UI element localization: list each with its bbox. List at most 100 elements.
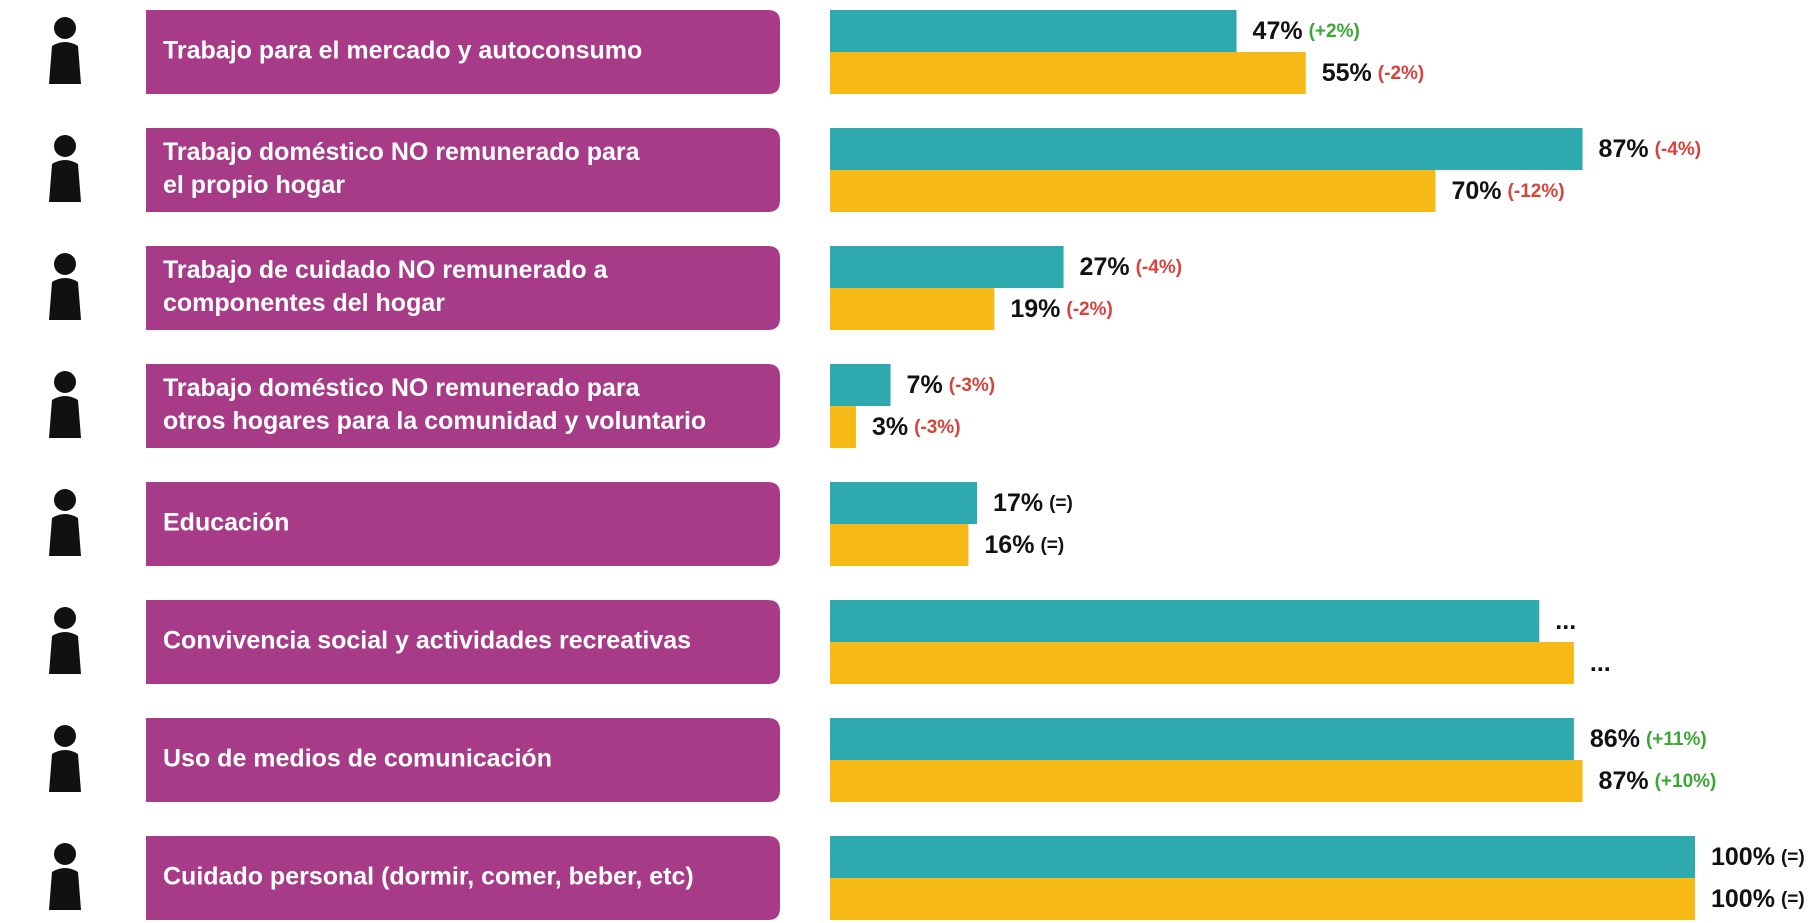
category-box: [146, 10, 780, 94]
value-text: 16%: [984, 531, 1034, 559]
change-label: (=): [1049, 493, 1073, 514]
category-label: Trabajo doméstico NO remunerado para: [163, 138, 641, 166]
icon: [49, 725, 81, 792]
category-label: componentes del hogar: [163, 289, 445, 317]
value-text: 87%: [1599, 135, 1649, 163]
change-label: (+11%): [1646, 729, 1707, 750]
bar: [830, 482, 978, 524]
icon-head: [54, 17, 76, 39]
icon-head: [54, 607, 76, 629]
bar: [830, 288, 995, 330]
value-label: 7% (-3%): [907, 371, 996, 399]
icon-head: [54, 253, 76, 275]
value-text: 47%: [1253, 17, 1303, 45]
category-box: [146, 718, 780, 802]
bar: [830, 10, 1237, 52]
change-label: (-4%): [1136, 257, 1182, 278]
value-label: 17% (=): [993, 489, 1073, 517]
value-text: 3%: [872, 413, 908, 441]
icon: [49, 843, 81, 910]
value-text: 7%: [907, 371, 943, 399]
icon-body: [49, 868, 81, 910]
category-label: Trabajo para el mercado y autoconsumo: [163, 37, 642, 65]
icon-body: [49, 396, 81, 438]
category-box: [146, 600, 780, 684]
category-label: Cuidado personal (dormir, comer, beber, …: [163, 863, 694, 891]
category-box: [146, 482, 780, 566]
category-box: [146, 128, 780, 212]
change-label: (=): [1040, 535, 1064, 556]
bar: [830, 246, 1064, 288]
icon: [49, 607, 81, 674]
value-label: 100% (=): [1711, 843, 1805, 871]
icon-head: [54, 371, 76, 393]
icon-body: [49, 278, 81, 320]
value-label: 47% (+2%): [1253, 17, 1360, 45]
value-label: 86% (+11%): [1590, 725, 1707, 753]
value-label: 19% (-2%): [1010, 295, 1113, 323]
icon-head: [54, 843, 76, 865]
value-text: 87%: [1599, 767, 1649, 795]
bar: [830, 642, 1574, 684]
value-text: 100%: [1711, 885, 1775, 913]
change-label: (=): [1781, 847, 1805, 868]
change-label: (-12%): [1508, 181, 1565, 202]
icon-body: [49, 514, 81, 556]
change-label: (+10%): [1655, 771, 1717, 792]
value-text: 55%: [1322, 59, 1372, 87]
change-label: (-3%): [949, 375, 995, 396]
category-box: [146, 246, 780, 330]
value-label: ...: [1555, 607, 1576, 635]
category-label: Convivencia social y actividades recreat…: [163, 627, 691, 655]
value-label: 87% (-4%): [1599, 135, 1702, 163]
value-text: 27%: [1080, 253, 1130, 281]
bar: [830, 524, 969, 566]
change-label: (-4%): [1655, 139, 1701, 160]
value-text: 100%: [1711, 843, 1775, 871]
category-label: Trabajo de cuidado NO remunerado a: [163, 256, 609, 284]
value-text: ...: [1590, 649, 1611, 677]
change-label: (-2%): [1378, 63, 1424, 84]
value-text: ...: [1555, 607, 1576, 635]
category-label: Trabajo doméstico NO remunerado para: [163, 374, 641, 402]
icon: [49, 17, 81, 84]
icon: [49, 135, 81, 202]
value-text: 19%: [1010, 295, 1060, 323]
bar: [830, 878, 1695, 920]
change-label: (+2%): [1309, 21, 1360, 42]
icon-head: [54, 135, 76, 157]
value-label: 27% (-4%): [1080, 253, 1183, 281]
bar: [830, 128, 1583, 170]
bar: [830, 760, 1583, 802]
value-label: 100% (=): [1711, 885, 1805, 913]
value-label: 87% (+10%): [1599, 767, 1717, 795]
value-label: ...: [1590, 649, 1611, 677]
icon-head: [54, 489, 76, 511]
bar: [830, 364, 891, 406]
value-label: 55% (-2%): [1322, 59, 1425, 87]
category-box: [146, 836, 780, 920]
value-label: 3% (-3%): [872, 413, 961, 441]
bar: [830, 52, 1306, 94]
icon-body: [49, 750, 81, 792]
bar: [830, 718, 1574, 760]
category-box: [146, 364, 780, 448]
value-label: 70% (-12%): [1452, 177, 1565, 205]
icon: [49, 253, 81, 320]
change-label: (-2%): [1066, 299, 1112, 320]
icon: [49, 371, 81, 438]
bar: [830, 600, 1540, 642]
icon-body: [49, 42, 81, 84]
bar: [830, 406, 856, 448]
change-label: (=): [1781, 889, 1805, 910]
value-label: 16% (=): [984, 531, 1064, 559]
icon-body: [49, 632, 81, 674]
category-label: otros hogares para la comunidad y volunt…: [163, 407, 706, 435]
icon: [49, 489, 81, 556]
value-text: 86%: [1590, 725, 1640, 753]
category-label: Uso de medios de comunicación: [163, 745, 552, 773]
change-label: (-3%): [914, 417, 960, 438]
icon-head: [54, 725, 76, 747]
